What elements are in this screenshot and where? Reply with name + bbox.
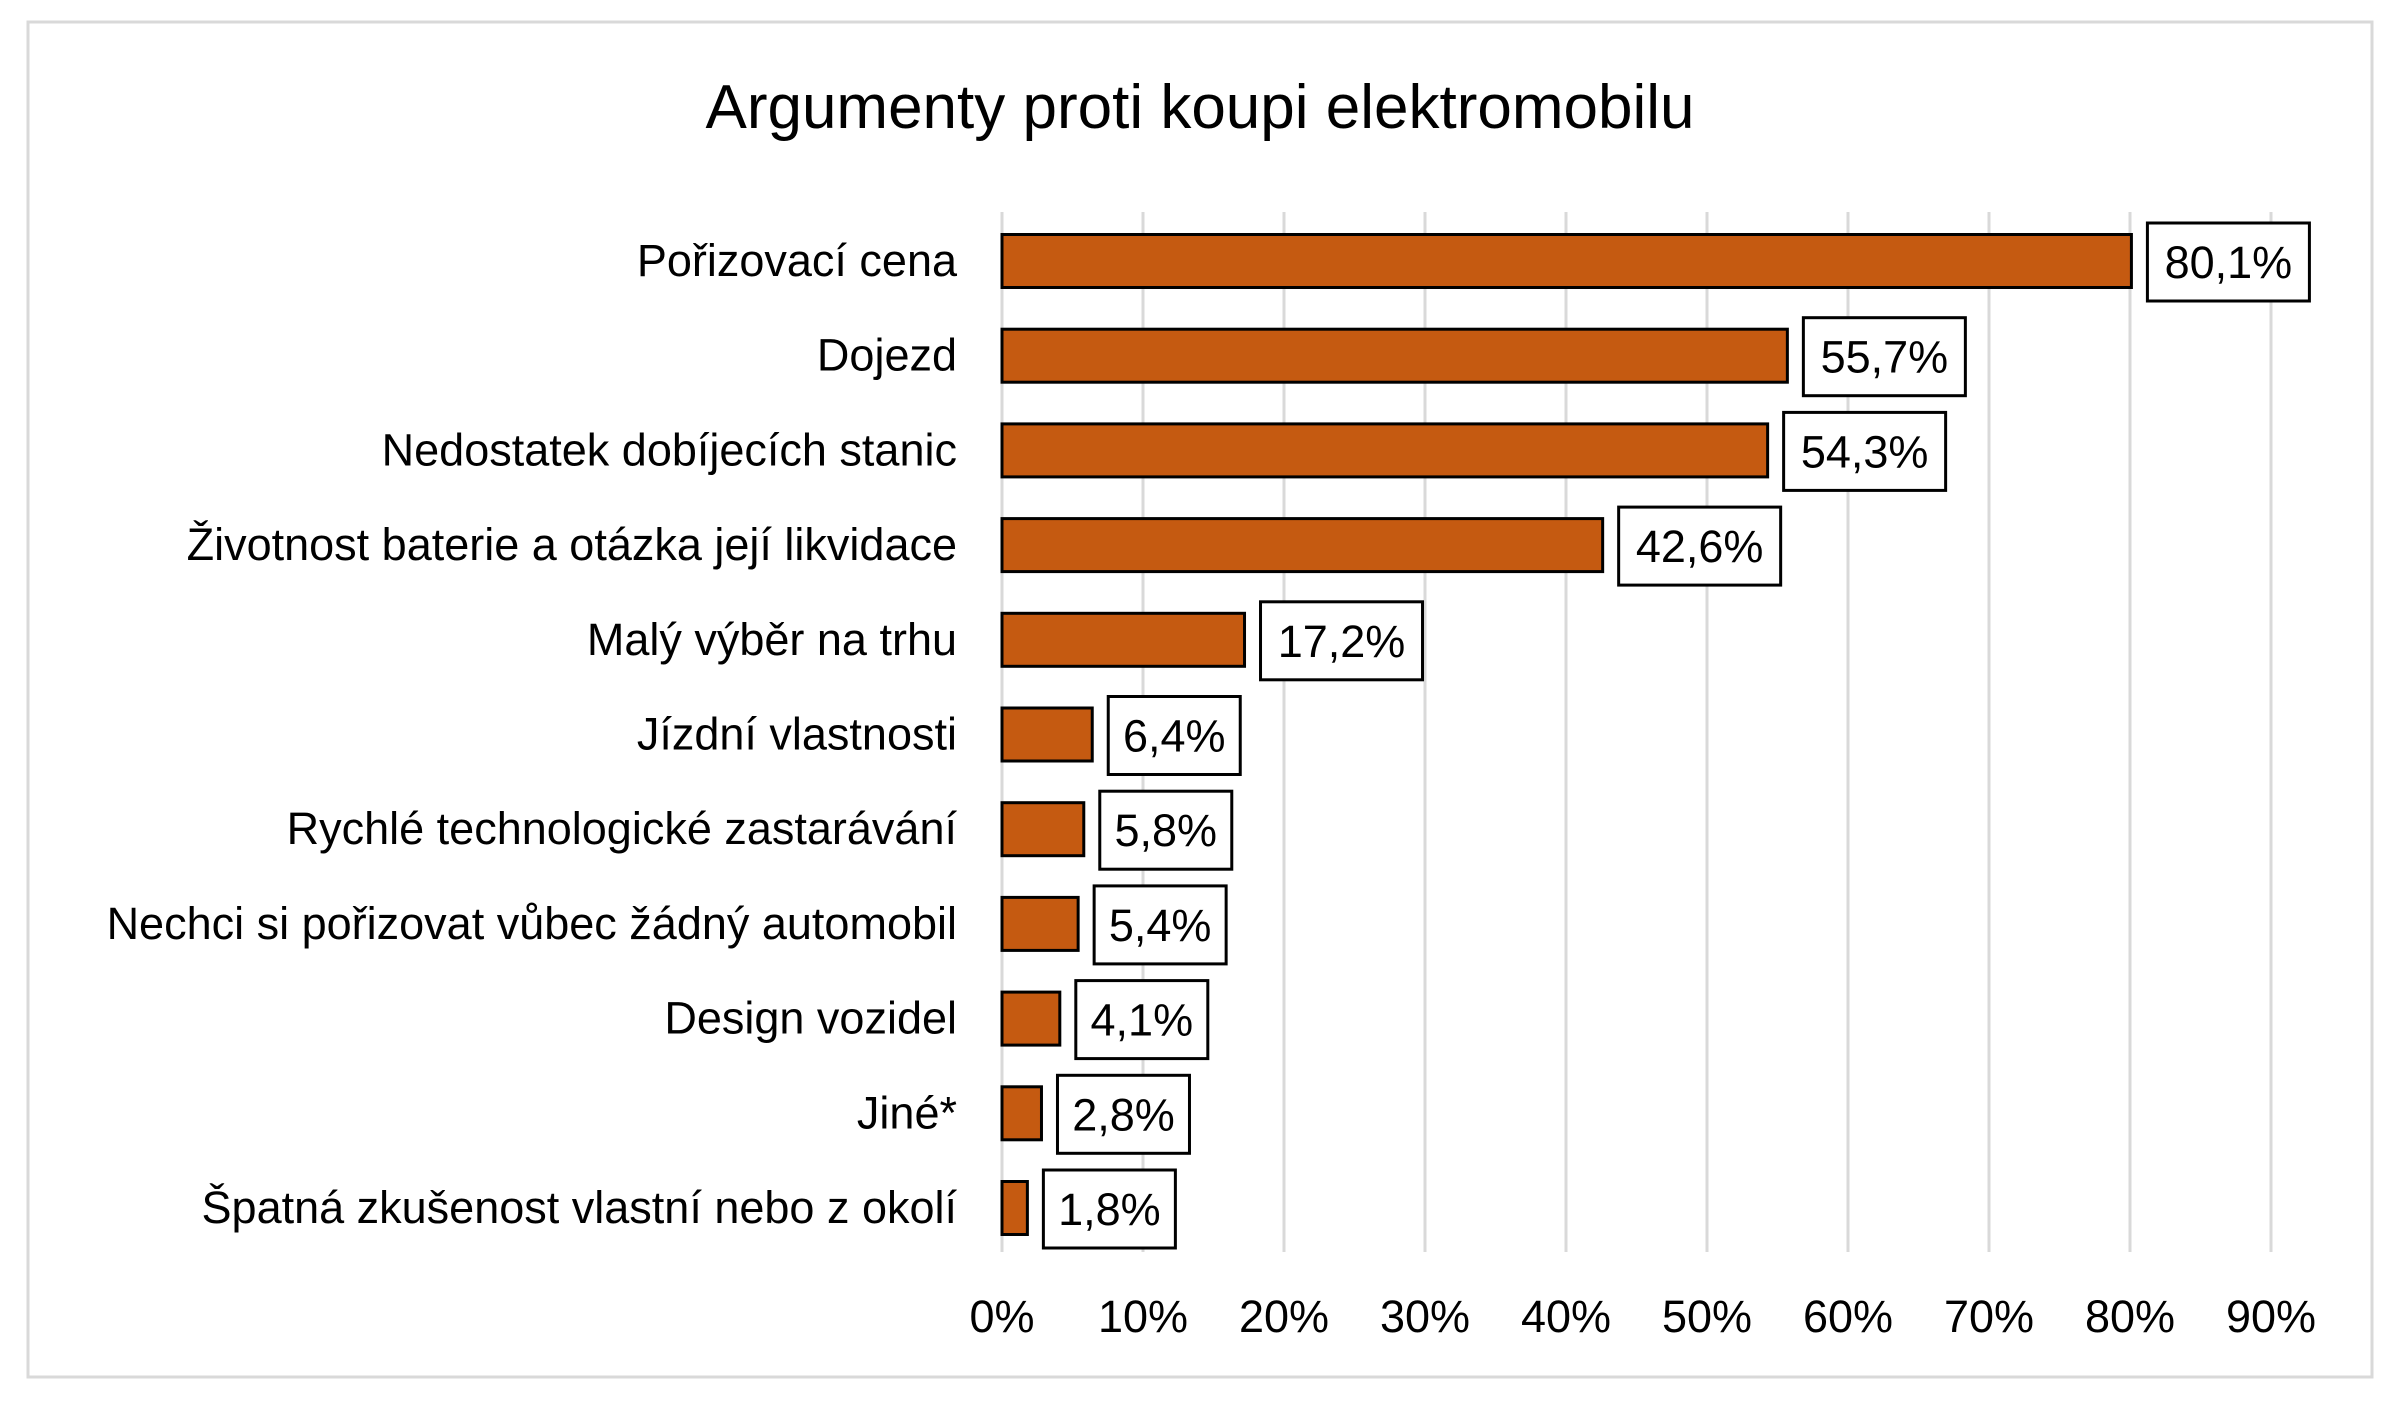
bar — [1000, 422, 1770, 479]
chart-title: Argumenty proti koupi elektromobilu — [705, 73, 1694, 142]
data-label: 80,1% — [2165, 237, 2293, 288]
x-tick-label: 90% — [2226, 1291, 2316, 1342]
bar — [1000, 706, 1094, 763]
data-label: 55,7% — [1821, 332, 1949, 383]
category-label: Nedostatek dobíjecích stanic — [382, 424, 957, 475]
bar — [1000, 895, 1080, 952]
category-label: Pořizovací cena — [637, 235, 958, 286]
data-label: 6,4% — [1123, 711, 1226, 762]
bar — [1000, 233, 2133, 289]
data-label: 17,2% — [1278, 616, 1406, 667]
data-label: 1,8% — [1058, 1184, 1161, 1235]
bar — [1000, 1085, 1043, 1142]
bar — [1000, 517, 1605, 574]
category-label: Malý výběr na trhu — [587, 614, 957, 665]
data-label-box — [1074, 979, 1210, 1061]
data-label-box — [1617, 505, 1783, 587]
x-tick-label: 30% — [1380, 1291, 1470, 1342]
category-label: Dojezd — [817, 330, 957, 381]
data-label-box — [1106, 695, 1242, 776]
x-tick-label: 70% — [1944, 1291, 2034, 1342]
data-label-box — [1801, 316, 1967, 398]
data-label-box — [1782, 410, 1948, 492]
category-label: Jízdní vlastnosti — [637, 709, 957, 760]
data-label-box — [2145, 221, 2311, 303]
data-label-box — [1055, 1073, 1191, 1155]
bar — [1000, 990, 1062, 1047]
data-label-box — [1098, 789, 1234, 871]
category-label: Design vozidel — [664, 993, 957, 1044]
x-tick-label: 50% — [1662, 1291, 1752, 1342]
category-label: Nechci si pořizovat vůbec žádný automobi… — [107, 898, 957, 949]
data-label-box — [1259, 600, 1425, 682]
data-label: 54,3% — [1801, 426, 1929, 477]
bar — [1000, 801, 1086, 858]
category-label: Špatná zkušenost vlastní nebo z okolí — [202, 1182, 958, 1233]
bar — [1000, 327, 1789, 384]
category-label: Rychlé technologické zastarávání — [287, 803, 958, 854]
data-label-box — [1041, 1168, 1177, 1250]
data-label: 42,6% — [1636, 521, 1764, 572]
category-label: Životnost baterie a otázka její likvidac… — [187, 519, 957, 570]
x-tick-label: 40% — [1521, 1291, 1611, 1342]
data-label: 5,4% — [1109, 900, 1212, 951]
x-tick-label: 0% — [969, 1291, 1034, 1342]
bar — [1000, 1180, 1029, 1236]
x-tick-label: 20% — [1239, 1291, 1329, 1342]
data-label: 2,8% — [1072, 1089, 1175, 1140]
x-tick-label: 80% — [2085, 1291, 2175, 1342]
data-label: 4,1% — [1091, 995, 1194, 1046]
x-tick-label: 10% — [1098, 1291, 1188, 1342]
x-tick-label: 60% — [1803, 1291, 1893, 1342]
category-label: Jiné* — [857, 1087, 957, 1138]
data-label: 5,8% — [1114, 805, 1217, 856]
bar — [1000, 611, 1247, 668]
data-label-box — [1092, 884, 1228, 966]
